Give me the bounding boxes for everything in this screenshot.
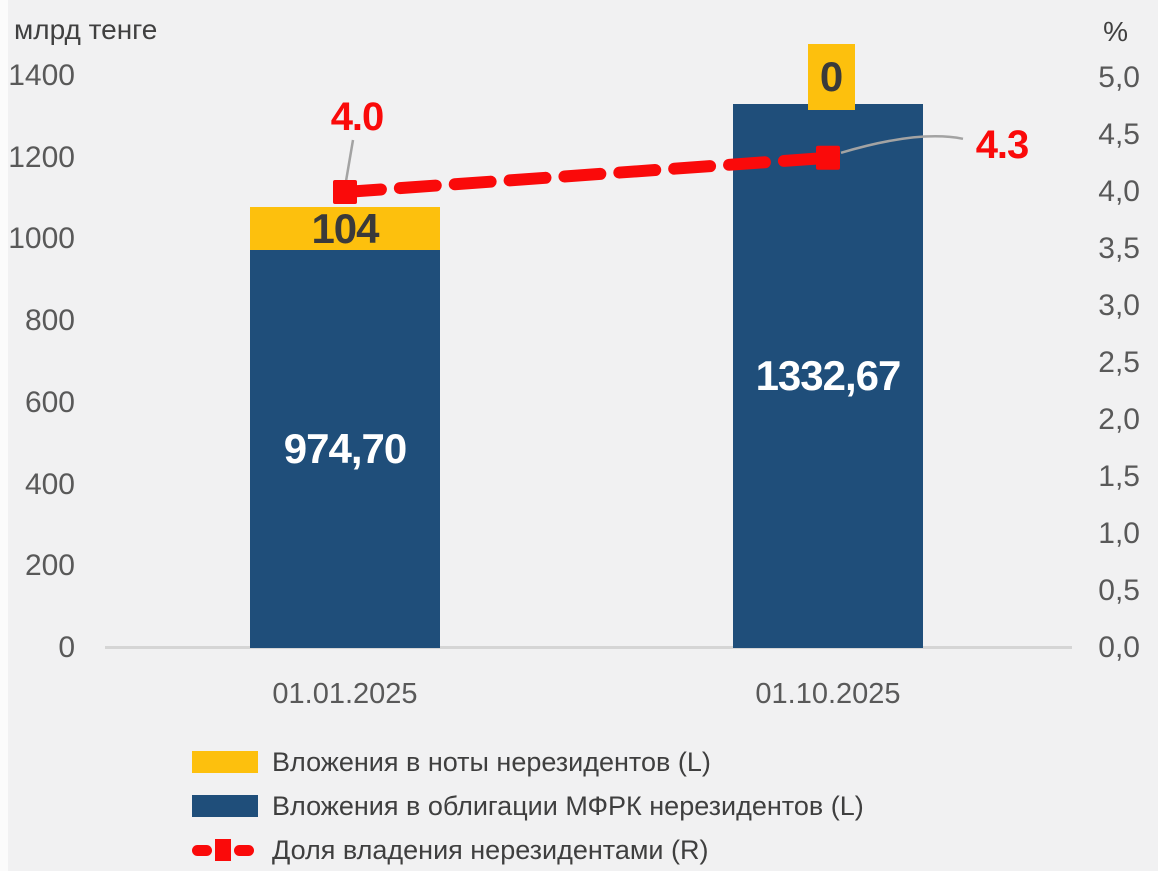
x-axis-line xyxy=(105,646,1072,649)
left-axis-tick: 0 xyxy=(58,631,75,664)
legend-label-share: Доля владения нерезидентами (R) xyxy=(272,834,709,865)
legend-swatch-blue-rect xyxy=(192,795,258,817)
right-axis-tick: 3,0 xyxy=(1098,289,1140,322)
right-axis-tick: 2,5 xyxy=(1098,346,1140,379)
left-axis-title: млрд тенге xyxy=(14,14,158,45)
left-edge-strip xyxy=(0,0,8,871)
legend-dash-icon xyxy=(192,844,212,856)
bar-value-label-notes-zero: 0 xyxy=(808,43,855,110)
left-axis-tick: 600 xyxy=(24,385,75,419)
category-label: 01.10.2025 xyxy=(755,678,901,710)
bar-segment-notes xyxy=(250,207,440,250)
right-axis-tick: 5,0 xyxy=(1098,61,1140,94)
line-value-label: 4.3 xyxy=(975,123,1030,168)
legend: Вложения в ноты нерезидентов (L) Вложени… xyxy=(192,740,864,871)
left-axis-tick: 200 xyxy=(24,549,75,583)
bar-value-label-bonds: 1332,67 xyxy=(755,351,902,399)
share-line-marker xyxy=(333,180,357,204)
right-axis-tick: 0,0 xyxy=(1098,631,1140,664)
category-label: 01.01.2025 xyxy=(272,678,418,710)
callout-line-left xyxy=(343,139,355,188)
left-axis-tick: 800 xyxy=(24,304,75,338)
bar-value-label-notes: 104 xyxy=(311,204,379,252)
legend-swatch-red-dashed-line xyxy=(192,839,258,861)
legend-item-bonds: Вложения в облигации МФРК нерезидентов (… xyxy=(192,784,864,828)
left-axis-tick: 1400 xyxy=(8,59,75,92)
line-value-label: 4.0 xyxy=(330,94,385,139)
bar-value-label-bonds: 974,70 xyxy=(283,424,407,472)
legend-label-bonds: Вложения в облигации МФРК нерезидентов (… xyxy=(272,790,864,821)
right-axis-tick: 1,5 xyxy=(1098,460,1140,493)
legend-swatch-yellow-rect xyxy=(192,751,258,773)
right-axis-tick: 3,5 xyxy=(1098,232,1140,265)
legend-dash-icon xyxy=(234,844,254,856)
right-axis-tick: 2,0 xyxy=(1098,403,1140,436)
right-axis-tick: 1,0 xyxy=(1098,517,1140,550)
left-axis-tick: 1000 xyxy=(8,222,75,256)
legend-square-marker-icon xyxy=(215,839,231,861)
right-axis-tick: 0,5 xyxy=(1098,574,1140,607)
legend-item-share: Доля владения нерезидентами (R) xyxy=(192,828,864,871)
right-axis-tick: 4,5 xyxy=(1098,118,1140,151)
left-axis-tick: 1200 xyxy=(8,140,75,174)
bar-segment-bonds xyxy=(250,249,440,648)
left-axis-tick: 400 xyxy=(24,467,75,501)
legend-label-notes: Вложения в ноты нерезидентов (L) xyxy=(272,746,711,777)
right-axis-tick: 4,0 xyxy=(1098,175,1140,208)
legend-item-notes: Вложения в ноты нерезидентов (L) xyxy=(192,740,864,784)
right-axis-title: % xyxy=(1103,16,1128,47)
